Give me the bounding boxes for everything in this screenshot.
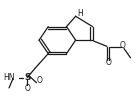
Text: O: O <box>36 76 42 85</box>
Text: H: H <box>77 9 83 18</box>
Text: HN: HN <box>3 73 14 82</box>
Text: O: O <box>105 58 111 68</box>
Text: O: O <box>24 84 30 93</box>
Text: S: S <box>24 73 31 82</box>
Text: O: O <box>120 41 126 50</box>
